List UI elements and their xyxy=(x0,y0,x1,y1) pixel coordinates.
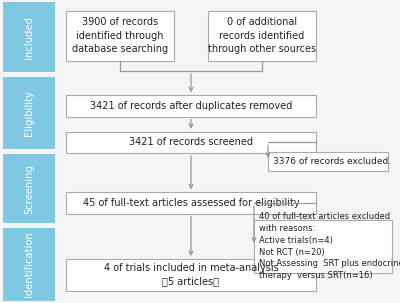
Bar xyxy=(3,2,55,72)
FancyBboxPatch shape xyxy=(208,11,316,61)
FancyBboxPatch shape xyxy=(66,132,316,153)
Text: Included: Included xyxy=(24,16,34,58)
Bar xyxy=(3,77,55,149)
FancyBboxPatch shape xyxy=(66,259,316,291)
Text: 45 of full-text articles assessed for eligibility: 45 of full-text articles assessed for el… xyxy=(83,198,299,208)
Bar xyxy=(3,228,55,301)
Text: 40 of full-text articles excluded
with reasons:
Active trials(n=4)
Not RCT (n=20: 40 of full-text articles excluded with r… xyxy=(259,212,400,280)
FancyBboxPatch shape xyxy=(254,220,392,273)
Bar xyxy=(3,154,55,223)
Text: 0 of additional
records identified
through other sources: 0 of additional records identified throu… xyxy=(208,17,316,54)
Text: 3900 of records
identified through
database searching: 3900 of records identified through datab… xyxy=(72,17,168,54)
FancyBboxPatch shape xyxy=(66,11,174,61)
Text: Screening: Screening xyxy=(24,164,34,214)
Text: 3421 of records after duplicates removed: 3421 of records after duplicates removed xyxy=(90,101,292,111)
Text: 3421 of records screened: 3421 of records screened xyxy=(129,137,253,148)
Text: Eligibility: Eligibility xyxy=(24,90,34,136)
Text: Identification: Identification xyxy=(24,231,34,297)
Text: 3376 of records excluded.: 3376 of records excluded. xyxy=(273,157,391,166)
FancyBboxPatch shape xyxy=(66,95,316,117)
FancyBboxPatch shape xyxy=(268,152,388,171)
FancyBboxPatch shape xyxy=(66,192,316,214)
Text: 4 of trials included in meta-analysis
（5 articles）: 4 of trials included in meta-analysis （5… xyxy=(104,263,278,287)
